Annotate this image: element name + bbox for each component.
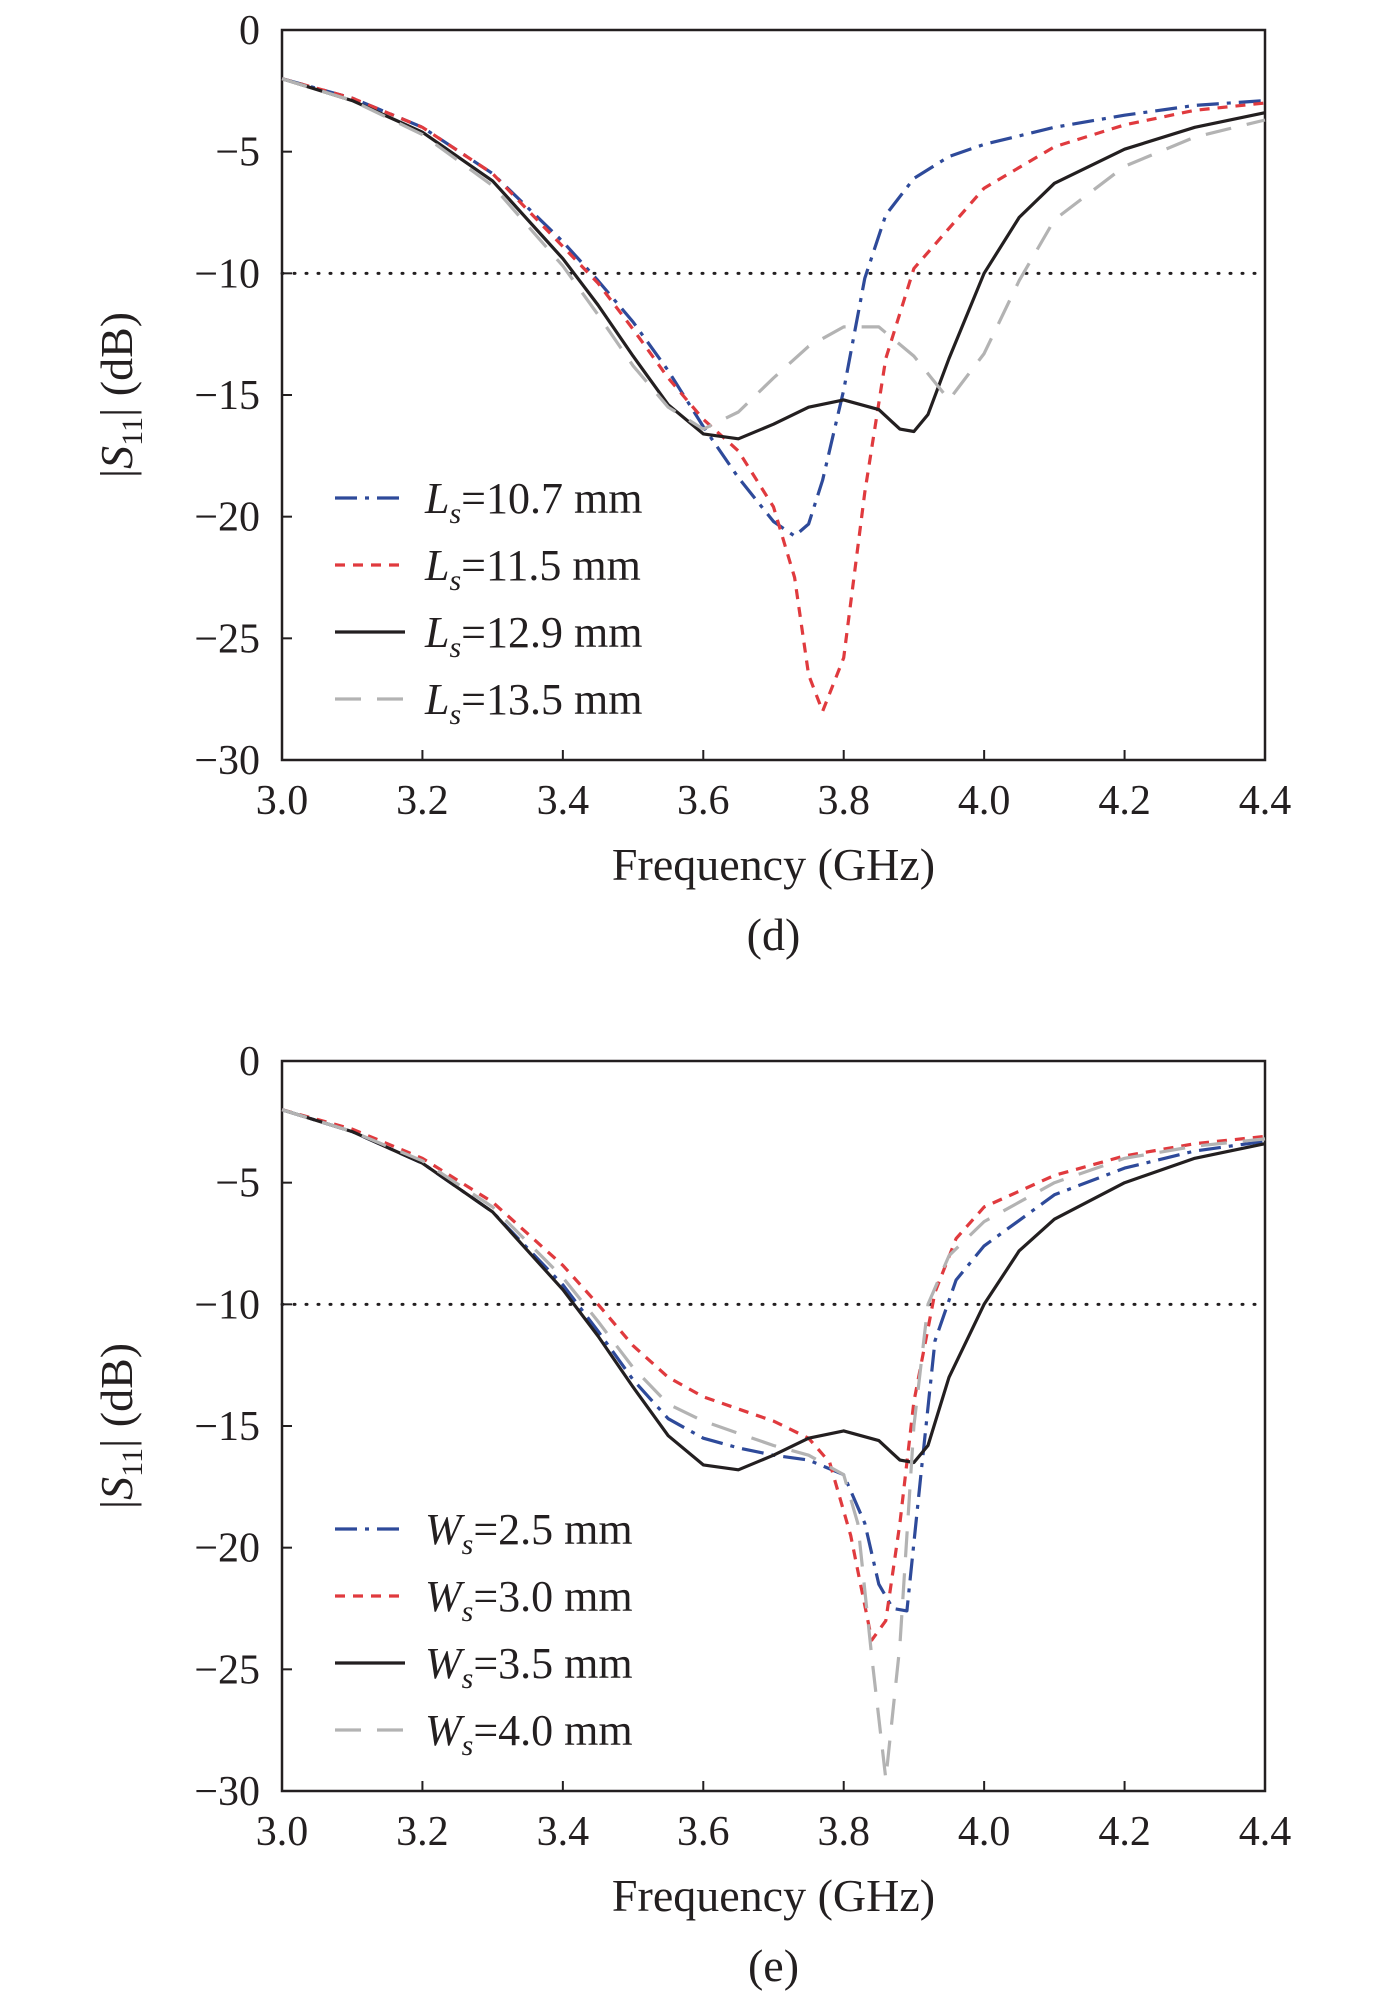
chart-panel-e: 0 −5 −10 −15 −20 −25 −303.0 3.2 3.4 3.6 3.8 4.0 4.2 4… <box>91 1039 1291 1991</box>
y-axis-label: |S11| (dB) <box>91 312 149 478</box>
panel-label: (e) <box>748 1940 799 1991</box>
panel-label: (d) <box>747 909 801 960</box>
y-tick-label: −25 <box>194 616 260 662</box>
series-line-2 <box>281 1108 1266 1642</box>
series-line-1 <box>281 77 1266 538</box>
legend-entry-2: Ws=3.0 mm <box>425 1572 633 1628</box>
y-tick-label: −10 <box>194 1282 260 1328</box>
y-tick-label: 0 <box>239 8 260 54</box>
series-line-2 <box>281 77 1266 713</box>
x-tick-label: 4.2 <box>1098 1809 1151 1855</box>
y-tick-label: −30 <box>194 1769 260 1815</box>
legend-entry-4: Ls=13.5 mm <box>424 675 642 731</box>
y-tick-label: −20 <box>194 495 260 541</box>
x-axis-label: Frequency (GHz) <box>612 839 935 890</box>
x-tick-label: 3.2 <box>396 1809 449 1855</box>
y-tick-label: −10 <box>194 251 260 297</box>
x-tick-label: 3.4 <box>537 778 590 824</box>
y-tick-label: −30 <box>194 738 260 784</box>
x-tick-label: 3.8 <box>817 1809 870 1855</box>
y-tick-label: −20 <box>194 1526 260 1572</box>
x-tick-label: 4.2 <box>1098 778 1151 824</box>
series-line-3 <box>281 1108 1266 1472</box>
x-tick-label: 3.8 <box>817 778 870 824</box>
x-tick-label: 3.2 <box>396 778 449 824</box>
series-line-3 <box>281 77 1266 441</box>
y-tick-label: −5 <box>215 1161 260 1207</box>
x-tick-label: 3.4 <box>537 1809 590 1855</box>
y-axis-label: |S11| (dB) <box>91 1343 149 1509</box>
y-tick-label: −25 <box>194 1647 260 1693</box>
x-tick-label: 3.0 <box>256 778 309 824</box>
x-tick-label: 4.4 <box>1239 1809 1292 1855</box>
series-line-4 <box>281 77 1266 431</box>
x-tick-label: 3.6 <box>677 778 730 824</box>
legend-entry-1: Ls=10.7 mm <box>424 474 642 530</box>
x-tick-label: 4.0 <box>958 1809 1011 1855</box>
legend-entry-1: Ws=2.5 mm <box>425 1505 633 1561</box>
legend-entry-3: Ws=3.5 mm <box>425 1639 633 1695</box>
x-tick-label: 3.6 <box>677 1809 730 1855</box>
y-tick-label: 0 <box>239 1039 260 1085</box>
x-tick-label: 3.0 <box>256 1809 309 1855</box>
y-tick-label: −5 <box>215 130 260 176</box>
chart-panel-d: 0 −5 −10 −15 −20 −25 −303.0 3.2 3.4 3.6 3.8 4.0 4.2 4… <box>91 8 1291 960</box>
legend-entry-4: Ws=4.0 mm <box>425 1706 633 1762</box>
legend-entry-2: Ls=11.5 mm <box>424 541 641 597</box>
x-tick-label: 4.0 <box>958 778 1011 824</box>
y-tick-label: −15 <box>194 373 260 419</box>
y-tick-label: −15 <box>194 1404 260 1450</box>
series-line-4 <box>281 1108 1266 1781</box>
x-tick-label: 4.4 <box>1239 778 1292 824</box>
legend-entry-3: Ls=12.9 mm <box>424 608 642 664</box>
x-axis-label: Frequency (GHz) <box>612 1870 935 1921</box>
